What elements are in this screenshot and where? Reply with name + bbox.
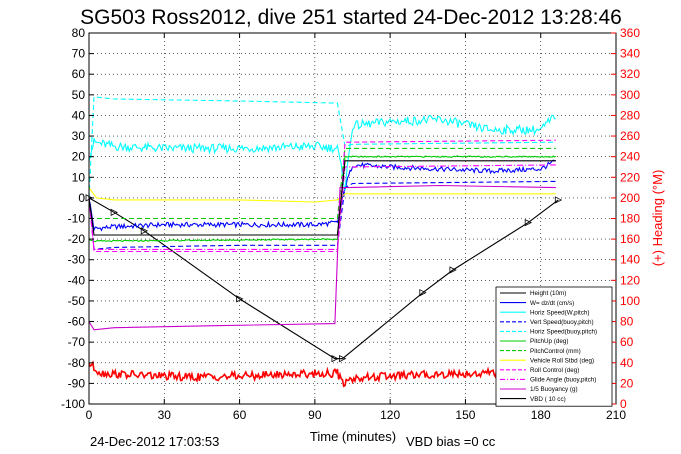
legend-label: Glide Angle (buoy,pitch) [530,377,596,384]
y-tick-label: 30 [72,129,86,143]
legend-box [495,286,613,407]
y-tick-label: -100 [61,397,85,411]
x-tick-label: 60 [233,408,247,422]
y-tick-label: -10 [68,212,86,226]
height-marker [339,355,347,363]
y2-tick-label: 120 [620,273,640,287]
y-tick-label: -60 [68,315,86,329]
y-tick-label: 0 [78,191,85,205]
y-tick-label: -80 [68,356,86,370]
series-horiz-speed-w-pitch [88,114,556,191]
x-tick-label: 0 [86,408,93,422]
legend-label: Height (10m) [530,290,566,297]
footer-vbd-bias: VBD bias =0 cc [406,434,496,449]
y2-tick-label: 180 [620,212,640,226]
y-tick-label: -90 [68,376,86,390]
y2-tick-label: 220 [620,170,640,184]
footer-timestamp: 24-Dec-2012 17:03:53 [90,434,219,449]
x-tick-label: 30 [158,408,172,422]
y-tick-label: 40 [72,108,86,122]
x-tick-label: 120 [380,408,400,422]
legend-label: Horiz Speed(W,pitch) [530,309,590,316]
x-tick-label: 210 [606,408,626,422]
y-tick-label: 10 [72,170,86,184]
y2-tick-label: 100 [620,294,640,308]
legend-label: VBD ( 10 cc) [530,396,566,403]
height-marker [236,295,244,303]
y-tick-label: 70 [72,47,86,61]
legend-label: W= dz/dt (cm/s) [530,300,574,307]
legend-label: 1/5 Buoyancy (g) [530,386,578,393]
x-tick-label: 90 [308,408,322,422]
y2-tick-label: 320 [620,67,640,81]
legend-label: Roll Control (deg) [530,367,579,374]
series-horiz-speed-buoy-pitch [88,96,556,198]
x-tick-label: 150 [455,408,475,422]
legend: Height (10m) W= dz/dt (cm/s) Horiz Speed(W… [495,286,613,407]
legend-label: Vert Speed(buoy,pitch) [530,319,594,326]
y2-tick-label: 300 [620,88,640,102]
y2-tick-label: 240 [620,150,640,164]
y2-tick-label: 40 [620,356,634,370]
chart-title: SG503 Ross2012, dive 251 started 24-Dec-… [80,6,622,29]
y2-tick-label: 340 [620,47,640,61]
y-tick-label: 20 [72,150,86,164]
series-pitchup-deg [88,155,557,243]
series-vbd-10-cc [88,160,556,236]
y-tick-label: -70 [68,335,86,349]
x-tick-label: 180 [531,408,551,422]
y2-tick-label: 280 [620,108,640,122]
y2-tick-label: 200 [620,191,640,205]
y-tick-label: 80 [72,26,86,40]
axis-ticks: 0 30 60 90 120 150 180 210-100-90-80-70-60-50-4… [61,26,640,422]
legend-label: Horiz Speed(buoy,pitch) [530,329,597,336]
height-marker [524,218,533,227]
y-tick-label: -50 [68,294,86,308]
height-marker [449,266,457,274]
y-tick-label: -30 [68,253,86,267]
series-glide-angle-buoy-pitch [88,164,556,250]
series-heading [88,360,556,388]
series-vert-speed-buoy-pitch [88,180,556,251]
y-tick-label: -20 [68,232,86,246]
series-w-dz-dt-cm-s [88,159,556,232]
height-marker [140,227,149,235]
x-axis-label: Time (minutes) [310,429,396,444]
legend-label: Vehicle Roll Stbd (deg) [530,357,594,364]
y2-tick-label: 360 [620,26,640,40]
series-vehicle-roll-stbd-deg [88,187,556,203]
y2-tick-label: 20 [620,376,634,390]
y2-tick-label: 80 [620,315,634,329]
legend-label: PitchControl (mm) [530,348,581,355]
y2-tick-label: 160 [620,232,640,246]
y2-tick-label: 140 [620,253,640,267]
height-marker [110,208,118,216]
series-1-5-buoyancy-g [88,184,556,331]
y-tick-label: -40 [68,273,86,287]
y-tick-label: 50 [72,88,86,102]
height-marker [331,355,339,363]
y-tick-label: 60 [72,67,86,81]
y2-tick-label: 260 [620,129,640,143]
legend-label: PitchUp (deg) [530,338,569,345]
height-marker [419,289,427,297]
right-y-axis-label: (+) Heading (°M) [650,170,665,267]
height-marker [554,196,563,204]
y2-tick-label: 60 [620,335,634,349]
y2-tick-label: 0 [620,397,627,411]
